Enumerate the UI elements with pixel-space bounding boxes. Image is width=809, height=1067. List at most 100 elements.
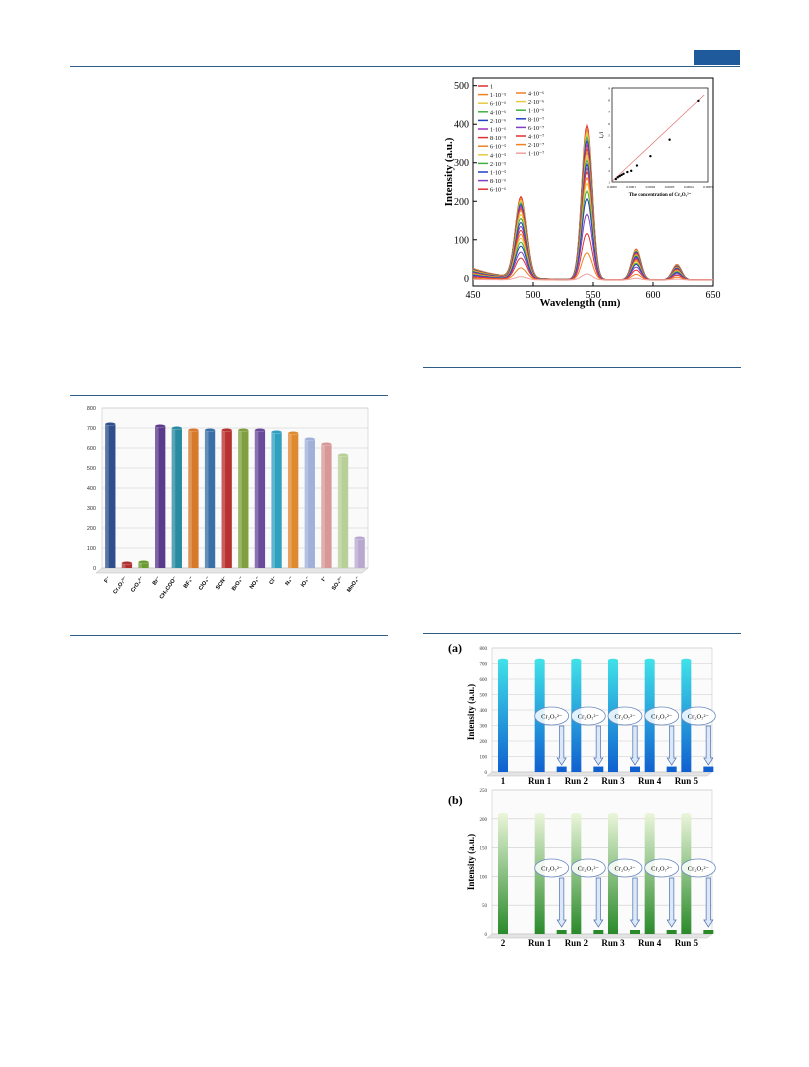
recycle-b-category-label: Run 2 [565, 938, 589, 948]
spectra-ytick-label: 100 [454, 235, 469, 246]
recycle-b-down-arrow [593, 877, 604, 928]
selectivity-bar-body [171, 428, 182, 568]
recycle-a-ytick-label: 800 [480, 647, 488, 652]
spectra-xtick-label: 600 [646, 290, 661, 301]
inset-xtick-label: 0.0000 [607, 185, 617, 189]
selectivity-bar-body [354, 538, 365, 568]
selectivity-ytick-label: 0 [93, 566, 96, 572]
selectivity-bar-top [204, 428, 216, 432]
selectivity-ytick-label: 300 [87, 506, 96, 512]
selectivity-bar-top [337, 453, 349, 457]
recycle-b-down-arrow [703, 877, 714, 928]
selectivity-category-label: Br⁻ [152, 576, 162, 587]
legend-label: 1·10⁻⁵ [490, 171, 506, 177]
inset-point [622, 172, 625, 175]
legend-label: 1·10⁻⁶ [528, 109, 544, 115]
legend-label: 1 [490, 85, 493, 91]
inset-xtick-label: 0.0004 [684, 185, 694, 189]
recycle-b-bar-top [681, 813, 692, 817]
recycle-b-annotation-label: Cr₂O₇²⁻ [688, 866, 710, 873]
recycle-a-ytick-label: 200 [480, 740, 488, 745]
selectivity-bar-highlight [304, 439, 309, 568]
selectivity-bar-highlight [271, 432, 276, 568]
inset-point [697, 99, 700, 103]
recycle-b-ytick-label: 250 [480, 789, 488, 794]
section-rule-right-1 [423, 367, 741, 368]
selectivity-ytick-label: 100 [87, 546, 96, 552]
inset-ytick-label: 9 [608, 87, 610, 91]
selectivity-ytick-label: 800 [87, 406, 96, 412]
inset-ytick-label: 8 [608, 98, 610, 102]
recycle-b-down-arrow [666, 877, 677, 928]
selectivity-bar-body [254, 430, 266, 568]
legend-label: 6·10⁻⁶ [490, 188, 506, 194]
section-rule-left-2 [70, 635, 388, 636]
recycle-a-ytick-label: 300 [480, 725, 488, 730]
legend-label: 8·10⁻⁷ [528, 117, 544, 123]
selectivity-bar-highlight [138, 562, 143, 568]
selectivity-bar-body [155, 426, 166, 568]
selectivity-bar [204, 428, 216, 568]
inset-point [620, 173, 623, 177]
recycle-b-bar-top [571, 813, 582, 817]
selectivity-bar-top [354, 536, 366, 540]
selectivity-bar-top [121, 561, 133, 565]
recycle-b-annotation-ellipse [680, 858, 716, 878]
selectivity-ytick-label: 200 [87, 526, 96, 532]
selectivity-ytick-label: 600 [87, 446, 96, 452]
inset-point [626, 170, 629, 174]
inset-point [649, 154, 652, 158]
recycle-a-annotation-ellipse [644, 706, 680, 726]
selectivity-bar [138, 560, 149, 568]
selectivity-bar [237, 428, 249, 568]
recycle-a-bar [498, 660, 508, 772]
selectivity-bar [354, 536, 366, 568]
legend-label: 2·10⁻⁵ [490, 162, 506, 168]
recycle-a-annotation-label: Cr₂O₇²⁻ [578, 714, 600, 721]
recycle-b-category-label: Run 5 [675, 938, 699, 948]
recycle-b-quenched-bar [703, 930, 714, 934]
spectrum-line [472, 197, 713, 281]
recycle-a-ytick-label: 500 [480, 694, 488, 699]
legend-label: 8·10⁻⁶ [490, 179, 506, 185]
inset-xtick-label: 0.0002 [646, 185, 656, 189]
selectivity-bar-highlight [354, 538, 359, 568]
inset-point [614, 177, 618, 181]
inset-xtick-label: 0.0005 [703, 185, 713, 189]
recycle-b-annotation-ellipse [644, 858, 680, 878]
selectivity-bar-highlight [121, 563, 126, 568]
legend-label: 1·10⁻⁷ [528, 152, 544, 158]
legend-label: 2·10⁻⁶ [528, 100, 544, 106]
selectivity-bar-highlight [105, 424, 109, 568]
legend-label: 4·10⁻⁶ [490, 110, 506, 116]
selectivity-category-label: I⁻ [321, 576, 329, 583]
recycle-b-annotation-label: Cr₂O₇²⁻ [651, 866, 673, 873]
selectivity-bar [188, 428, 199, 568]
recycle-b-quenched-bar [630, 930, 640, 934]
selectivity-category-label: Cl⁻ [268, 576, 278, 586]
inset-xlabel: The concentration of Cr₂O₇²⁻ [629, 192, 692, 198]
recycle-a-category-label: Run 4 [638, 776, 662, 786]
recycle-a-category-label: Run 3 [601, 776, 625, 786]
selectivity-bar-highlight [155, 426, 159, 568]
selectivity-bar-body [337, 455, 349, 568]
selectivity-bar-body [105, 424, 116, 568]
legend-label: 8·10⁻⁵ [490, 136, 506, 142]
recycle-a-annotation-ellipse [534, 706, 570, 726]
recycle-b-annotation-ellipse [570, 858, 606, 878]
selectivity-bar-highlight [204, 430, 209, 568]
recycle-a-ytick-label: 0 [485, 771, 488, 776]
recycle-b-category-label: 2 [501, 938, 506, 948]
recycle-b-annotation-label: Cr₂O₇²⁻ [541, 866, 563, 873]
recycle-b-bar-top [644, 813, 655, 817]
inset-ytick-label: 3 [608, 157, 610, 161]
legend-label: 6·10⁻⁵ [490, 145, 506, 151]
legend-label: 6·10⁻⁶ [490, 102, 506, 108]
recycle-b-ytick-label: 50 [482, 904, 488, 909]
selectivity-bar-body [288, 433, 299, 568]
legend-label: 2·10⁻⁷ [528, 143, 544, 149]
spectra-ytick-label: 0 [464, 274, 469, 285]
recycle-b-bar-top [498, 813, 508, 817]
recycle-a-annotation-ellipse [607, 706, 643, 726]
